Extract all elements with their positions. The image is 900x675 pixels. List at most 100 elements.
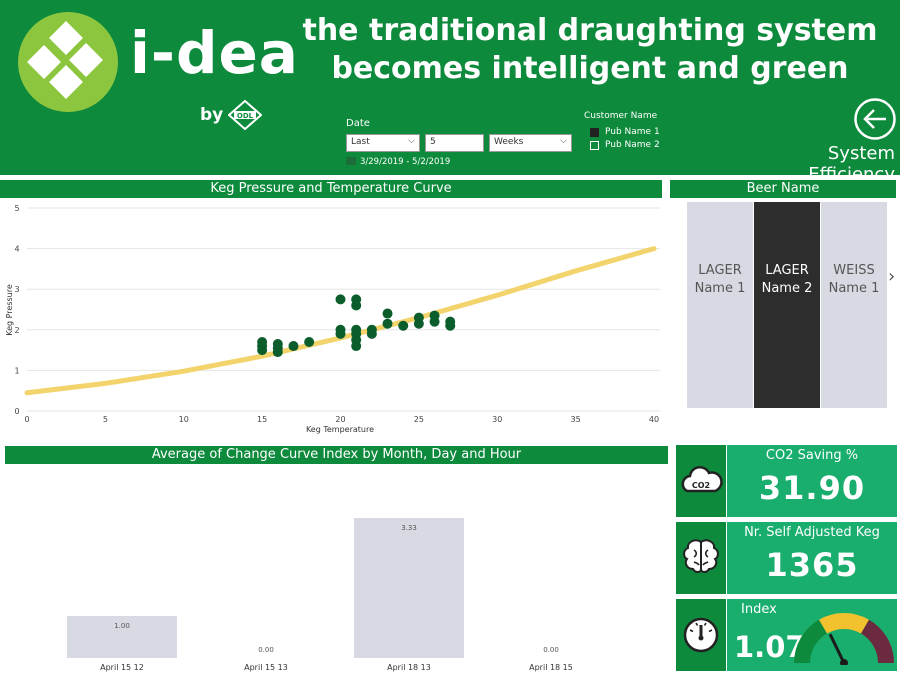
scatter-point (351, 324, 362, 335)
x-tick-label: April 18 13 (387, 663, 431, 672)
scatter-point (382, 318, 393, 329)
tagline-line-1: the traditional draughting system (302, 13, 878, 48)
beer-type: LAGER (698, 263, 742, 278)
bar-chart: 1.00 April 15 12 0.00 April 15 13 3.33 April … (67, 518, 573, 672)
odl-logo-text: ODL (237, 112, 254, 120)
customer-option-label: Pub Name 2 (605, 140, 660, 150)
beer-item[interactable]: LAGER Name 1 (687, 202, 753, 408)
y-tick-label: 3 (14, 285, 19, 294)
scatter-point (445, 316, 456, 327)
x-tick-label: 25 (414, 415, 424, 424)
x-tick-label: April 18 15 (529, 663, 573, 672)
date-unit-select[interactable]: Weeks ⌵ (489, 134, 572, 152)
beer-item-selected[interactable]: LAGER Name 2 (754, 202, 820, 408)
x-tick-label: 10 (179, 415, 189, 424)
x-tick-label: 35 (571, 415, 581, 424)
tagline-line-2: becomes intelligent and green (331, 51, 849, 86)
x-tick-label: 15 (257, 415, 267, 424)
kpi-value: 1.07 (734, 630, 806, 664)
scatter-point (366, 324, 377, 335)
x-tick-label: 20 (335, 415, 345, 424)
x-axis-label: Keg Temperature (306, 425, 374, 434)
beer-panel-title: Beer Name (670, 180, 896, 198)
kpi-card-self-adjusted-keg: Nr. Self Adjusted Keg 1365 (727, 522, 897, 594)
bar (67, 615, 177, 658)
scatter-point (335, 294, 346, 305)
idea-logo-icon (18, 12, 118, 112)
scatter-point (382, 308, 393, 319)
y-tick-label: 5 (14, 204, 19, 213)
brand-name: i-dea (130, 19, 299, 87)
fit-curve (24, 246, 657, 396)
chevron-down-icon: ⌵ (560, 136, 567, 146)
scatter-point (351, 294, 362, 305)
bar-data-label: 0.00 (543, 646, 559, 654)
date-relative-value: Last (351, 137, 370, 147)
bar-data-label: 1.00 (114, 622, 130, 630)
bar-data-label: 3.33 (401, 524, 417, 532)
kpi-card-co2: CO2 Saving % 31.90 (727, 445, 897, 517)
x-tick-label: 30 (492, 415, 502, 424)
scatter-point (272, 339, 283, 350)
scatter-point (429, 310, 440, 321)
y-tick-label: 2 (14, 326, 19, 335)
kpi-value: 31.90 (758, 469, 866, 507)
date-amount-input[interactable]: 5 (425, 134, 484, 152)
beer-name: Name 1 (694, 281, 746, 296)
scatter-point (398, 320, 409, 331)
beer-item[interactable]: WEISS Name 1 (821, 202, 887, 408)
page-title: System Efficiency (808, 143, 895, 185)
x-tick-label: April 15 12 (100, 663, 144, 672)
back-arrow-icon[interactable] (853, 97, 897, 141)
by-label: by (200, 105, 224, 125)
customer-filter-label: Customer Name (584, 111, 658, 121)
date-unit-value: Weeks (494, 137, 524, 147)
odl-logo-icon: ODL (227, 99, 263, 131)
co2-icon-text: CO2 (692, 481, 710, 490)
kpi-title: Nr. Self Adjusted Keg (744, 525, 880, 540)
gauge-hub (840, 659, 848, 665)
kpi-card-index: Index 1.07 (727, 599, 897, 671)
customer-option-2[interactable]: Pub Name 2 (590, 140, 660, 150)
kpi-value: 1365 (765, 546, 859, 584)
gauge-segment-mid (819, 613, 869, 634)
beer-type: LAGER (765, 263, 809, 278)
customer-option-1[interactable]: Pub Name 1 (590, 127, 660, 137)
chevron-right-icon[interactable]: › (888, 266, 896, 287)
gauge-needle (828, 633, 846, 664)
gauge-icon (676, 599, 726, 671)
x-tick-label: 0 (24, 415, 29, 424)
scatter-panel-title: Keg Pressure and Temperature Curve (0, 180, 662, 198)
date-relative-select[interactable]: Last ⌵ (346, 134, 420, 152)
customer-option-label: Pub Name 1 (605, 127, 660, 137)
calendar-icon[interactable] (346, 157, 356, 165)
checkbox-unchecked[interactable] (590, 140, 599, 150)
beer-type: WEISS (833, 263, 875, 278)
x-tick-label: April 15 13 (244, 663, 288, 672)
scatter-point (304, 336, 315, 347)
bar-panel-title: Average of Change Curve Index by Month, … (5, 446, 668, 464)
x-tick-label: 5 (103, 415, 108, 424)
scatter-point (335, 324, 346, 335)
scatter-point (413, 312, 424, 323)
gauge-segment-low (794, 619, 828, 664)
y-axis-label: Keg Pressure (5, 284, 14, 336)
x-tick-label: 40 (649, 415, 659, 424)
kpi-title: CO2 Saving % (765, 448, 859, 463)
kpi-title: Index (741, 602, 777, 617)
gauge-segment-high (860, 619, 894, 664)
scatter-point (288, 341, 299, 352)
tagline: the traditional draughting system become… (290, 12, 890, 88)
date-range-text: 3/29/2019 - 5/2/2019 (360, 157, 451, 167)
co2-cloud-icon: CO2 (676, 445, 726, 517)
index-gauge (794, 613, 894, 665)
y-tick-label: 0 (14, 407, 19, 416)
brain-icon (676, 522, 726, 594)
bar-data-label: 0.00 (258, 646, 274, 654)
checkbox-checked[interactable] (590, 127, 599, 137)
y-tick-label: 4 (14, 245, 19, 254)
beer-name: Name 2 (761, 281, 813, 296)
y-tick-label: 1 (14, 366, 19, 375)
beer-name: Name 1 (828, 281, 880, 296)
